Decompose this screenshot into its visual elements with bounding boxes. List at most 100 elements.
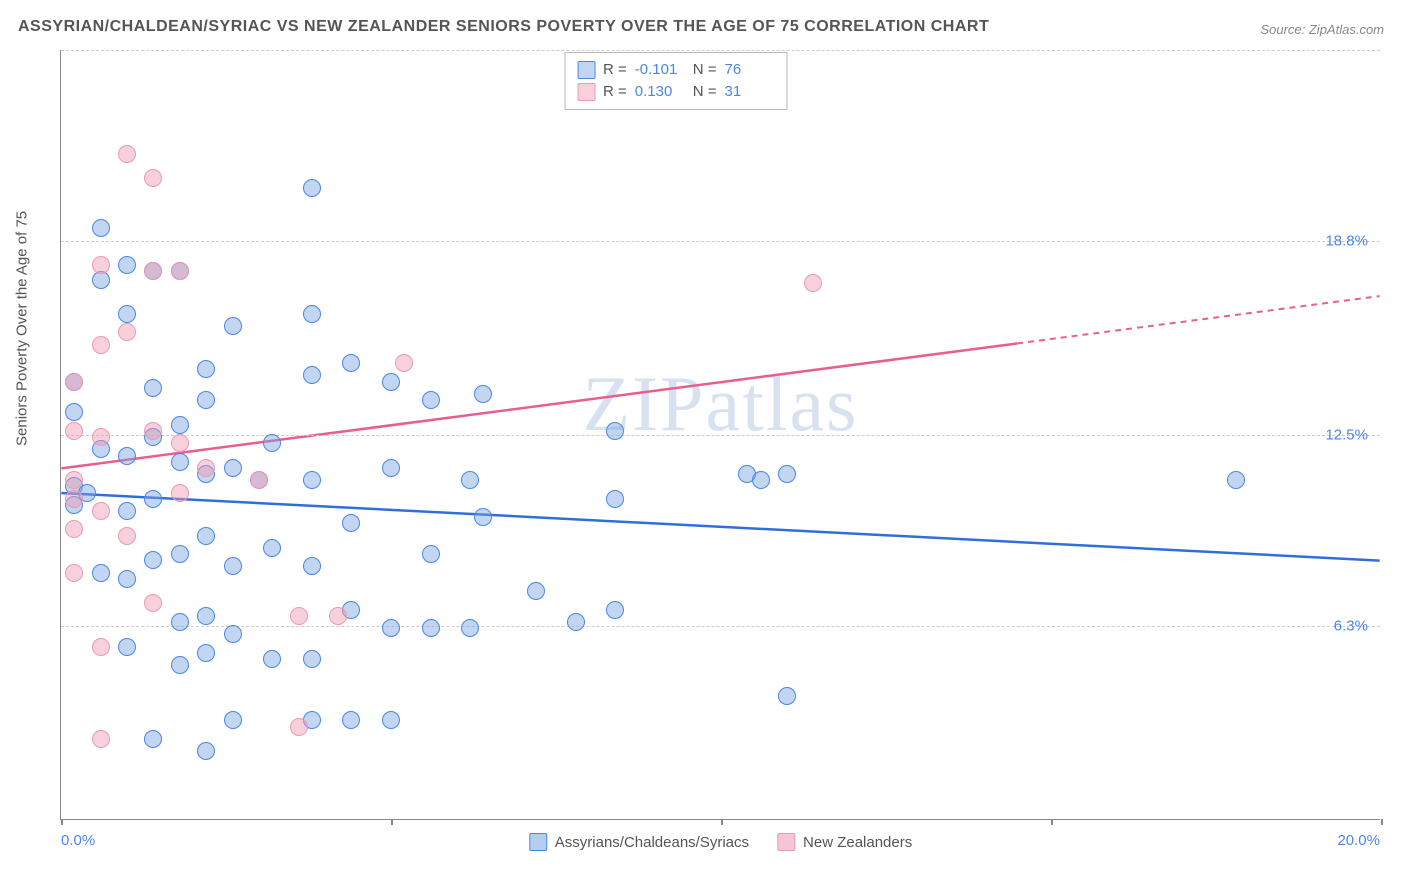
data-point <box>422 545 440 563</box>
data-point <box>92 219 110 237</box>
data-point <box>92 271 110 289</box>
data-point <box>567 613 585 631</box>
correlation-legend: R = -0.101 N = 76 R = 0.130 N = 31 <box>564 52 788 110</box>
data-point <box>65 520 83 538</box>
gridline-h <box>61 435 1380 436</box>
data-point <box>118 256 136 274</box>
x-tick-mark <box>1381 819 1383 825</box>
data-point <box>224 557 242 575</box>
data-point <box>171 656 189 674</box>
data-point <box>171 434 189 452</box>
x-tick-label: 20.0% <box>1337 832 1380 849</box>
data-point <box>382 619 400 637</box>
legend-row-series1: R = -0.101 N = 76 <box>577 59 775 81</box>
data-point <box>422 619 440 637</box>
data-point <box>118 145 136 163</box>
data-point <box>197 391 215 409</box>
data-point <box>474 385 492 403</box>
data-point <box>290 718 308 736</box>
data-point <box>224 459 242 477</box>
data-point <box>118 323 136 341</box>
swatch-series2-bottom <box>777 833 795 851</box>
x-tick-mark <box>391 819 393 825</box>
data-point <box>92 336 110 354</box>
data-point <box>527 582 545 600</box>
swatch-series1-bottom <box>529 833 547 851</box>
data-point <box>606 490 624 508</box>
data-point <box>422 391 440 409</box>
data-point <box>197 644 215 662</box>
data-point <box>382 711 400 729</box>
legend-row-series2: R = 0.130 N = 31 <box>577 81 775 103</box>
data-point <box>395 354 413 372</box>
data-point <box>118 305 136 323</box>
data-point <box>303 366 321 384</box>
swatch-series2 <box>577 83 595 101</box>
data-point <box>171 262 189 280</box>
data-point <box>144 262 162 280</box>
x-tick-label: 0.0% <box>61 832 95 849</box>
data-point <box>65 564 83 582</box>
data-point <box>92 638 110 656</box>
data-point <box>197 607 215 625</box>
chart-title: ASSYRIAN/CHALDEAN/SYRIAC VS NEW ZEALANDE… <box>18 18 989 36</box>
data-point <box>329 607 347 625</box>
data-point <box>92 502 110 520</box>
data-point <box>197 360 215 378</box>
data-point <box>118 502 136 520</box>
x-tick-mark <box>1051 819 1053 825</box>
data-point <box>171 484 189 502</box>
data-point <box>303 650 321 668</box>
data-point <box>342 514 360 532</box>
chart-container: ASSYRIAN/CHALDEAN/SYRIAC VS NEW ZEALANDE… <box>0 0 1406 892</box>
data-point <box>144 379 162 397</box>
data-point <box>171 613 189 631</box>
swatch-series1 <box>577 61 595 79</box>
data-point <box>144 490 162 508</box>
data-point <box>171 545 189 563</box>
data-point <box>197 742 215 760</box>
legend-item-2: New Zealanders <box>777 833 912 851</box>
data-point <box>144 422 162 440</box>
data-point <box>382 373 400 391</box>
data-point <box>752 471 770 489</box>
series-legend: Assyrians/Chaldeans/Syriacs New Zealande… <box>529 833 912 851</box>
data-point <box>144 594 162 612</box>
y-tick-label: 18.8% <box>1325 232 1368 249</box>
data-point <box>171 416 189 434</box>
source-attribution: Source: ZipAtlas.com <box>1260 22 1384 37</box>
data-point <box>118 570 136 588</box>
x-tick-mark <box>721 819 723 825</box>
data-point <box>65 490 83 508</box>
data-point <box>606 422 624 440</box>
data-point <box>65 403 83 421</box>
data-point <box>224 711 242 729</box>
data-point <box>263 650 281 668</box>
data-point <box>263 539 281 557</box>
data-point <box>804 274 822 292</box>
data-point <box>118 527 136 545</box>
x-tick-mark <box>61 819 63 825</box>
data-point <box>303 305 321 323</box>
data-point <box>92 428 110 446</box>
data-point <box>342 711 360 729</box>
data-point <box>144 169 162 187</box>
legend-item-1: Assyrians/Chaldeans/Syriacs <box>529 833 749 851</box>
data-point <box>263 434 281 452</box>
data-point <box>65 471 83 489</box>
y-tick-label: 12.5% <box>1325 427 1368 444</box>
data-point <box>342 354 360 372</box>
y-tick-label: 6.3% <box>1334 617 1368 634</box>
data-point <box>118 447 136 465</box>
data-point <box>303 471 321 489</box>
data-point <box>144 551 162 569</box>
data-point <box>224 317 242 335</box>
gridline-h <box>61 626 1380 627</box>
data-point <box>224 625 242 643</box>
y-axis-label: Seniors Poverty Over the Age of 75 <box>14 211 31 446</box>
data-point <box>250 471 268 489</box>
data-point <box>171 453 189 471</box>
data-point <box>1227 471 1245 489</box>
data-point <box>197 459 215 477</box>
data-point <box>65 373 83 391</box>
